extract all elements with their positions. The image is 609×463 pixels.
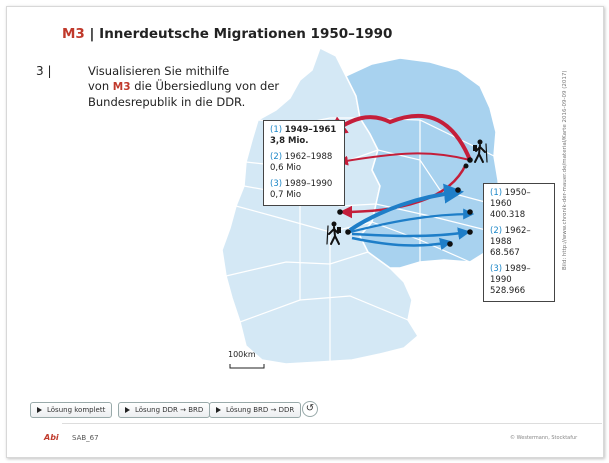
copyright: © Westermann, Stocktafur bbox=[510, 435, 578, 441]
footer-divider bbox=[62, 423, 602, 424]
solution-ddr-brd-label: Lösung DDR → BRD bbox=[135, 406, 204, 414]
blue-arrow-4 bbox=[351, 236, 453, 251]
legend-ddr-to-brd: (1) 1949–1961 3,8 Mio. (2) 1962–1988 0,6… bbox=[263, 120, 345, 206]
legend-west-num-2: (2) bbox=[270, 152, 283, 162]
task-number-value: 3 bbox=[36, 64, 44, 78]
legend-east-years-1: 1950–1960 bbox=[490, 188, 531, 209]
legend-east-years-2: 1962–1988 bbox=[490, 226, 531, 247]
legend-east-value-3: 528.966 bbox=[490, 286, 526, 296]
blue-arrow-2 bbox=[349, 208, 475, 234]
legend-east-value-1: 400.318 bbox=[490, 210, 526, 220]
legend-east-value-2: 68.567 bbox=[490, 248, 520, 258]
legend-east-num-2: (2) bbox=[490, 226, 503, 236]
solution-ddr-brd-button[interactable]: Lösung DDR → BRD bbox=[118, 402, 211, 418]
legend-east-years-3: 1989–1990 bbox=[490, 264, 531, 285]
task-line-1: Visualisieren Sie mithilfe bbox=[88, 64, 230, 78]
solution-brd-ddr-button[interactable]: Lösung BRD → DDR bbox=[209, 402, 302, 418]
legend-west-row-3: (3) 1989–1990 0,7 Mio bbox=[270, 179, 338, 201]
play-icon bbox=[216, 407, 221, 413]
hiker-icon-east bbox=[473, 139, 488, 163]
task-instruction: Visualisieren Sie mithilfe von M3 die Üb… bbox=[88, 64, 288, 110]
publisher-logo: Abi bbox=[44, 433, 59, 442]
solution-brd-ddr-label: Lösung BRD → DDR bbox=[226, 406, 295, 414]
blue-arrow-3 bbox=[351, 227, 471, 240]
legend-west-num-1: (1) bbox=[270, 125, 283, 135]
red-arrow-2 bbox=[338, 152, 471, 166]
solution-complete-button[interactable]: Lösung komplett bbox=[30, 402, 113, 418]
task-material-ref: M3 bbox=[112, 81, 131, 93]
scale-label: 100km bbox=[228, 350, 256, 359]
legend-west-value-3: 0,7 Mio bbox=[270, 190, 302, 200]
image-credit: Bild: http://www.chronik-der-mauer.de/ma… bbox=[562, 70, 568, 270]
task-line-2: von M3 die Übersiedlung von der bbox=[88, 79, 288, 95]
task-line-2-post: die Übersiedlung von der bbox=[134, 79, 280, 93]
task-line-3: Bundesrepublik in die DDR. bbox=[88, 95, 246, 109]
legend-west-years-1: 1949–1961 bbox=[284, 125, 337, 135]
legend-east-num-3: (3) bbox=[490, 264, 503, 274]
blue-arrow-1 bbox=[348, 183, 464, 232]
legend-brd-to-ddr: (1) 1950–1960 400.318 (2) 1962–1988 68.5… bbox=[483, 183, 555, 302]
legend-west-value-2: 0,6 Mio bbox=[270, 163, 302, 173]
red-arrow-1 bbox=[326, 113, 472, 161]
title-text: Innerdeutsche Migrationen 1950–1990 bbox=[99, 26, 393, 42]
legend-east-row-3: (3) 1989–1990 528.966 bbox=[490, 264, 548, 297]
legend-west-row-1: (1) 1949–1961 3,8 Mio. bbox=[270, 125, 338, 147]
task-number-separator: | bbox=[47, 64, 52, 78]
task-line-2-pre: von bbox=[88, 79, 110, 93]
hiker-icon-west bbox=[326, 221, 341, 245]
legend-west-value-1: 3,8 Mio. bbox=[270, 136, 309, 146]
task-number: 3 | bbox=[36, 64, 52, 78]
play-icon bbox=[37, 407, 42, 413]
reset-icon[interactable]: ↺ bbox=[302, 401, 318, 417]
title-separator: | bbox=[89, 26, 95, 42]
legend-east-num-1: (1) bbox=[490, 188, 503, 198]
legend-west-row-2: (2) 1962–1988 0,6 Mio bbox=[270, 152, 338, 174]
solution-complete-label: Lösung komplett bbox=[47, 406, 106, 414]
page-title: M3 | Innerdeutsche Migrationen 1950–1990 bbox=[62, 26, 392, 42]
legend-east-row-2: (2) 1962–1988 68.567 bbox=[490, 226, 548, 259]
material-code: M3 bbox=[62, 26, 85, 42]
legend-east-row-1: (1) 1950–1960 400.318 bbox=[490, 188, 548, 221]
legend-west-years-2: 1962–1988 bbox=[284, 152, 333, 162]
ddr-territory bbox=[344, 57, 501, 269]
legend-west-num-3: (3) bbox=[270, 179, 283, 189]
scale-bar bbox=[229, 364, 265, 369]
legend-west-years-3: 1989–1990 bbox=[284, 179, 333, 189]
play-icon bbox=[125, 407, 130, 413]
material-id: SAB_67 bbox=[72, 434, 99, 442]
